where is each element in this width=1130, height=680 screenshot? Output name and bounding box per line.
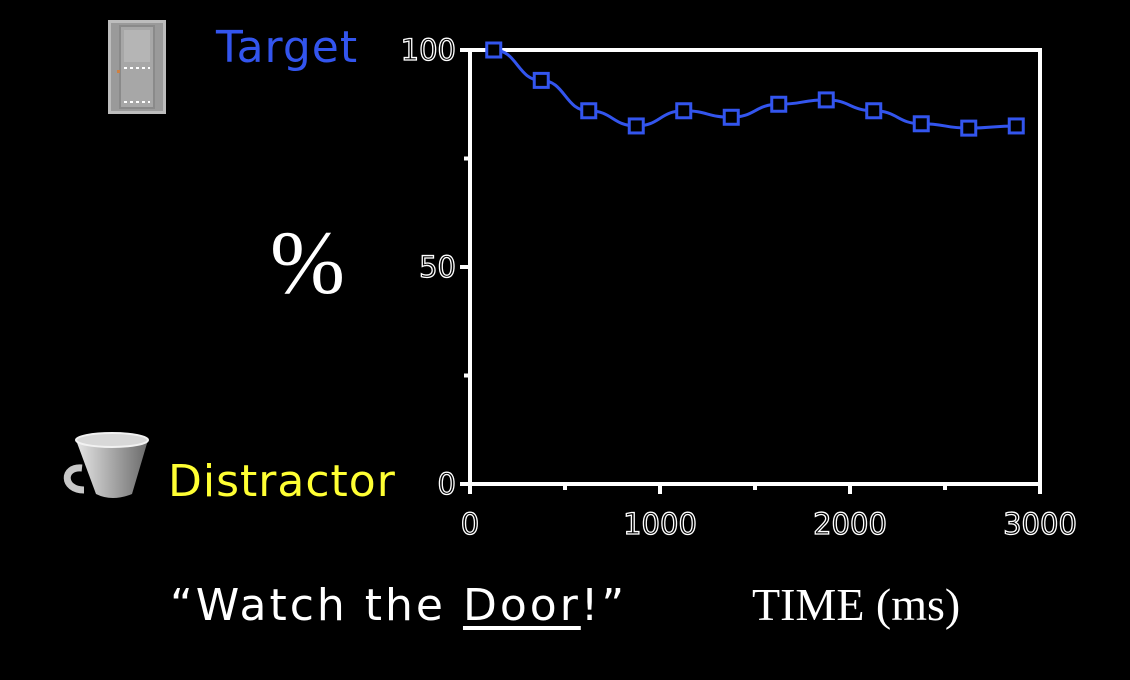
x-axis-label: TIME (ms): [752, 579, 961, 630]
data-point-marker: [817, 91, 835, 109]
y-axis-label: %: [270, 214, 345, 313]
data-point-marker: [865, 102, 883, 120]
data-point-marker: [485, 41, 503, 59]
x-tick-label: 1000: [623, 507, 697, 541]
y-tick-label: 50: [419, 250, 456, 284]
x-tick-label: 0: [461, 507, 479, 541]
cup-icon: [63, 432, 149, 498]
data-point-marker: [912, 115, 930, 133]
x-tick-label: 2000: [813, 507, 887, 541]
x-tick-label: 3000: [1003, 507, 1077, 541]
data-point-marker: [722, 108, 740, 126]
series-group: [485, 41, 1025, 137]
data-point-marker: [960, 119, 978, 137]
axis-ticks: [460, 48, 1042, 494]
series-line-target: [493, 48, 1017, 130]
door-icon: [108, 20, 166, 114]
plot-border: [468, 48, 1042, 486]
data-point-marker: [627, 117, 645, 135]
plot-frame: [468, 48, 1042, 486]
caption-suffix: !”: [580, 580, 628, 631]
y-tick-label: 0: [438, 467, 456, 501]
data-point-marker: [532, 71, 550, 89]
distractor-legend-label: Distractor: [168, 456, 396, 507]
data-point-marker: [770, 95, 788, 113]
data-point-marker: [675, 102, 693, 120]
target-legend-label: Target: [216, 22, 359, 73]
caption-keyword: Door: [462, 580, 581, 631]
caption: “Watch the Door!”: [170, 580, 627, 631]
caption-prefix: “Watch the: [170, 580, 463, 631]
data-point-marker: [580, 102, 598, 120]
y-tick-label: 100: [401, 33, 456, 67]
data-point-marker: [1007, 117, 1025, 135]
